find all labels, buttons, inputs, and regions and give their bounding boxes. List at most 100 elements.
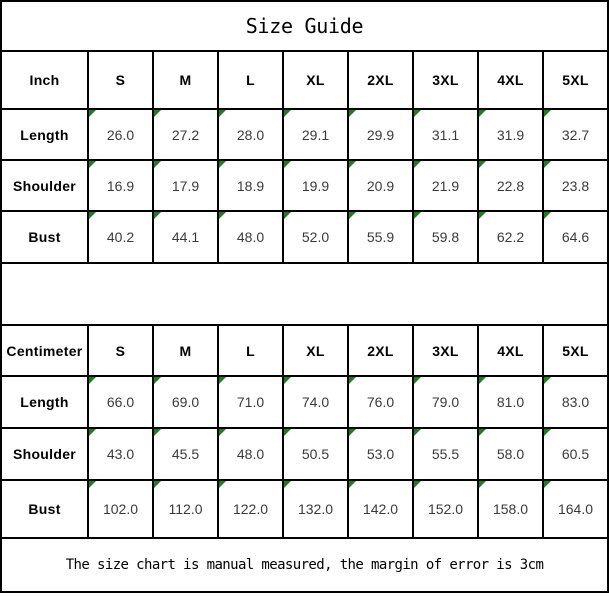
comment-corner-marker-icon — [479, 161, 486, 168]
size-header-cell: S — [87, 50, 154, 110]
row-label: Shoulder — [0, 159, 89, 212]
value-text: 102.0 — [102, 501, 139, 517]
value-text: 48.0 — [236, 446, 265, 462]
title-section: Size Guide — [0, 0, 609, 52]
value-cell: 45.5 — [152, 427, 219, 481]
value-text: 43.0 — [106, 446, 135, 462]
value-text: 21.9 — [431, 177, 460, 194]
value-cell: 19.9 — [282, 159, 349, 212]
value-cell: 43.0 — [87, 427, 154, 481]
value-cell: 132.0 — [282, 479, 349, 539]
row-label: Shoulder — [0, 427, 89, 481]
comment-corner-marker-icon — [284, 110, 291, 117]
value-text: 22.8 — [496, 177, 525, 194]
value-text: 60.5 — [561, 446, 590, 462]
value-text: 23.8 — [561, 177, 590, 194]
comment-corner-marker-icon — [89, 429, 96, 436]
comment-corner-marker-icon — [349, 377, 356, 384]
inch-section: Inch S M L XL 2XL 3XL 4XL 5XL Length 26.0 27.2 28.0 2… — [0, 50, 609, 264]
comment-corner-marker-icon — [154, 110, 161, 117]
value-cell: 22.8 — [477, 159, 544, 212]
value-cell: 59.8 — [412, 210, 479, 264]
comment-corner-marker-icon — [284, 377, 291, 384]
value-cell: 55.5 — [412, 427, 479, 481]
comment-corner-marker-icon — [219, 429, 226, 436]
measurement-row: Shoulder 16.9 17.9 18.9 19.9 20.9 21.9 22.8 23.8 — [0, 159, 609, 212]
value-cell: 31.1 — [412, 108, 479, 161]
value-text: 158.0 — [492, 501, 529, 517]
spacer-row — [0, 262, 609, 326]
value-cell: 60.5 — [542, 427, 609, 481]
comment-corner-marker-icon — [284, 429, 291, 436]
value-cell: 53.0 — [347, 427, 414, 481]
value-text: 18.9 — [236, 177, 265, 194]
value-cell: 21.9 — [412, 159, 479, 212]
measurement-row: Length 26.0 27.2 28.0 29.1 29.9 31.1 31.9 32.7 — [0, 108, 609, 161]
value-text: 27.2 — [171, 126, 200, 143]
comment-corner-marker-icon — [349, 161, 356, 168]
value-text: 31.9 — [496, 126, 525, 143]
comment-corner-marker-icon — [544, 212, 551, 219]
value-text: 142.0 — [362, 501, 399, 517]
size-header-cell: 5XL — [542, 50, 609, 110]
comment-corner-marker-icon — [414, 481, 421, 488]
size-header-cell: M — [152, 50, 219, 110]
comment-corner-marker-icon — [479, 481, 486, 488]
value-text: 76.0 — [366, 394, 395, 410]
value-text: 44.1 — [171, 229, 200, 245]
size-header-cell: S — [87, 324, 154, 377]
size-header-row: Centimeter S M L XL 2XL 3XL 4XL 5XL — [0, 324, 609, 377]
value-cell: 152.0 — [412, 479, 479, 539]
measurement-row: Bust 102.0 112.0 122.0 132.0 142.0 152.0 158.0 1… — [0, 479, 609, 539]
value-text: 152.0 — [427, 501, 464, 517]
value-text: 48.0 — [236, 229, 265, 245]
size-header-cell: 3XL — [412, 50, 479, 110]
value-cell: 62.2 — [477, 210, 544, 264]
note-section: The size chart is manual measured, the m… — [0, 537, 609, 593]
unit-header-cell: Centimeter — [0, 324, 89, 377]
value-text: 55.9 — [366, 229, 395, 245]
value-text: 132.0 — [297, 501, 334, 517]
value-cell: 16.9 — [87, 159, 154, 212]
value-cell: 27.2 — [152, 108, 219, 161]
page-title: Size Guide — [0, 0, 609, 52]
value-text: 81.0 — [496, 394, 525, 410]
value-cell: 50.5 — [282, 427, 349, 481]
row-label: Bust — [0, 210, 89, 264]
size-header-cell: XL — [282, 50, 349, 110]
value-text: 66.0 — [106, 394, 135, 410]
size-header-cell: 2XL — [347, 50, 414, 110]
value-text: 62.2 — [496, 229, 525, 245]
comment-corner-marker-icon — [544, 481, 551, 488]
value-text: 32.7 — [561, 126, 590, 143]
value-cell: 164.0 — [542, 479, 609, 539]
value-text: 122.0 — [232, 501, 269, 517]
comment-corner-marker-icon — [89, 481, 96, 488]
value-text: 29.9 — [366, 126, 395, 143]
comment-corner-marker-icon — [219, 377, 226, 384]
value-cell: 69.0 — [152, 375, 219, 429]
value-text: 59.8 — [431, 229, 460, 245]
value-text: 53.0 — [366, 446, 395, 462]
note-text: The size chart is manual measured, the m… — [0, 537, 609, 593]
size-header-cell: L — [217, 50, 284, 110]
value-cell: 66.0 — [87, 375, 154, 429]
value-text: 17.9 — [171, 177, 200, 194]
value-cell: 55.9 — [347, 210, 414, 264]
value-text: 20.9 — [366, 177, 395, 194]
comment-corner-marker-icon — [89, 212, 96, 219]
comment-corner-marker-icon — [544, 429, 551, 436]
value-cell: 102.0 — [87, 479, 154, 539]
value-cell: 20.9 — [347, 159, 414, 212]
size-header-row: Inch S M L XL 2XL 3XL 4XL 5XL — [0, 50, 609, 110]
value-cell: 26.0 — [87, 108, 154, 161]
comment-corner-marker-icon — [414, 161, 421, 168]
comment-corner-marker-icon — [544, 377, 551, 384]
value-text: 74.0 — [301, 394, 330, 410]
comment-corner-marker-icon — [89, 110, 96, 117]
value-cell: 122.0 — [217, 479, 284, 539]
comment-corner-marker-icon — [414, 110, 421, 117]
value-text: 31.1 — [431, 126, 460, 143]
value-text: 26.0 — [106, 126, 135, 143]
